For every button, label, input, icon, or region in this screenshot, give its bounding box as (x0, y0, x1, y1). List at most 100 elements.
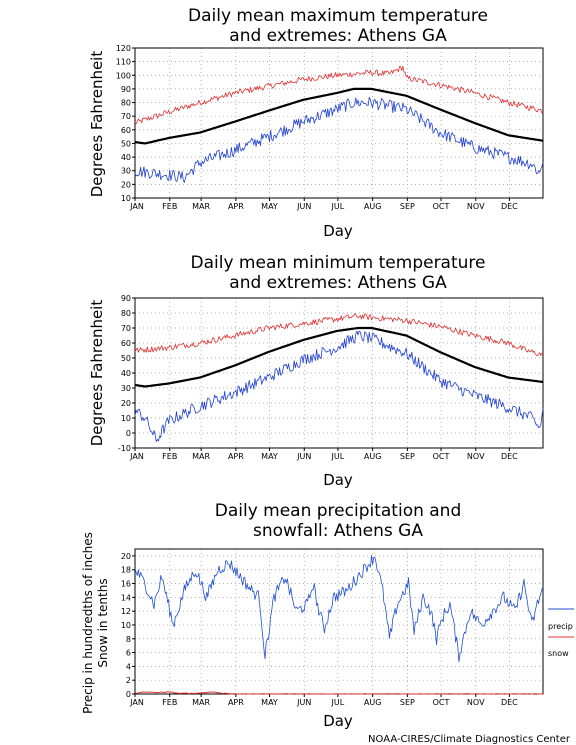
plot-area: 0 2 4 6 8 10 12 14 16 18 20 JAN FEB MAR APR MAY JUN JUL AU… (121, 548, 544, 707)
y-tick-label: 10 (121, 414, 131, 423)
chart-title-line-2: and extremes: Athens GA (229, 26, 447, 46)
chart-title-line-1: Daily mean precipitation and (215, 501, 462, 521)
x-tick-label: JAN (129, 202, 144, 211)
x-tick-label: AUG (364, 202, 382, 211)
y-tick-label: 10 (121, 621, 131, 630)
y-tick-label: 30 (121, 384, 131, 393)
plot-area: 10 20 30 40 50 60 70 80 90 100 110 120 JAN FEB MAR APR M… (116, 44, 544, 211)
x-tick-label: SEP (400, 202, 415, 211)
x-tick-label: APR (228, 452, 244, 461)
x-tick-label: NOV (467, 202, 485, 211)
chart-title-line-1: Daily mean maximum temperature (188, 6, 488, 26)
y-tick-label: 20 (121, 180, 131, 189)
x-tick-label: OCT (433, 698, 450, 707)
x-axis-title: Day (323, 712, 353, 730)
series-line-mean (134, 87, 544, 145)
x-tick-label: MAR (192, 698, 210, 707)
x-tick-label: DEC (501, 202, 518, 211)
y-tick-label: 40 (121, 369, 131, 378)
x-tick-label: AUG (364, 698, 382, 707)
y-tick-label: 60 (121, 339, 131, 348)
y-tick-label: 90 (121, 85, 131, 94)
x-axis-title: Day (323, 222, 353, 240)
x-tick-label: SEP (400, 698, 415, 707)
x-tick-label: JUN (296, 202, 311, 211)
x-tick-label: MAR (192, 202, 210, 211)
x-tick-label: OCT (433, 202, 450, 211)
y-tick-label: 100 (116, 71, 131, 80)
x-tick-label: MAY (261, 698, 278, 707)
y-tick-label: 14 (121, 593, 131, 602)
x-tick-label: JUN (296, 698, 311, 707)
x-tick-label: JAN (129, 452, 144, 461)
chart-title-line-2: snowfall: Athens GA (253, 521, 423, 541)
x-tick-label: NOV (467, 452, 485, 461)
y-tick-label: 70 (121, 112, 131, 121)
y-tick-label: 30 (121, 167, 131, 176)
x-tick-label: JUL (331, 202, 345, 211)
y-axis-title-line-2: Snow in tenths (96, 578, 110, 667)
y-tick-label: 2 (126, 676, 131, 685)
credit-text: NOAA-CIRES/Climate Diagnostics Center (368, 734, 571, 745)
x-tick-label: JUL (331, 698, 345, 707)
x-tick-label: OCT (433, 452, 450, 461)
chart-precipitation: Daily mean precipitation and snowfall: A… (81, 501, 574, 730)
chart-title-line-2: and extremes: Athens GA (229, 273, 447, 293)
series-line-min-extreme (134, 330, 544, 443)
plot-area: -10 0 10 20 30 40 50 60 70 80 90 JAN FEB MAR APR MAY JUN… (118, 294, 544, 461)
y-tick-label: 20 (121, 552, 131, 561)
x-tick-label: MAR (192, 452, 210, 461)
legend-label-precip: precip (548, 622, 573, 631)
x-axis-title: Day (323, 471, 353, 489)
series-line-min-extreme (134, 96, 544, 183)
x-tick-label: DEC (501, 698, 518, 707)
x-tick-label: FEB (162, 202, 177, 211)
y-tick-label: 110 (116, 58, 131, 67)
y-tick-label: 80 (121, 99, 131, 108)
chart-title-line-1: Daily mean minimum temperature (191, 253, 486, 273)
y-tick-label: 8 (126, 635, 131, 644)
y-tick-label: 50 (121, 139, 131, 148)
x-tick-label: NOV (467, 698, 485, 707)
y-axis-title: Degrees Fahrenheit (88, 300, 106, 447)
x-tick-label: JUN (296, 452, 311, 461)
y-tick-label: 50 (121, 354, 131, 363)
x-tick-label: MAY (261, 452, 278, 461)
x-tick-label: AUG (364, 452, 382, 461)
x-tick-label: FEB (162, 452, 177, 461)
legend-label-snow: snow (548, 649, 569, 658)
x-tick-label: FEB (162, 698, 177, 707)
y-tick-label: 4 (126, 662, 131, 671)
y-tick-label: 18 (121, 566, 131, 575)
y-tick-label: 20 (121, 399, 131, 408)
chart-max-temperature: Daily mean maximum temperature and extre… (88, 6, 544, 240)
x-tick-label: JAN (129, 698, 144, 707)
series-line-max-extreme (134, 65, 544, 125)
y-tick-label: 80 (121, 309, 131, 318)
plot-frame (134, 47, 544, 199)
y-tick-label: 120 (116, 44, 131, 53)
y-tick-label: 60 (121, 126, 131, 135)
x-tick-label: SEP (400, 452, 415, 461)
y-tick-label: 6 (126, 649, 131, 658)
x-tick-label: JUL (331, 452, 345, 461)
plot-frame (134, 548, 544, 695)
x-tick-label: DEC (501, 452, 518, 461)
legend: precip snow (548, 608, 574, 658)
x-tick-label: MAY (261, 202, 278, 211)
y-tick-label: 0 (126, 429, 131, 438)
y-tick-label: 70 (121, 324, 131, 333)
y-axis-title-line-1: Precip in hundredths of inches (81, 532, 95, 714)
series-line-mean (134, 326, 544, 388)
chart-min-temperature: Daily mean minimum temperature and extre… (88, 253, 544, 489)
x-tick-label: APR (228, 698, 244, 707)
y-axis-title: Degrees Fahrenheit (88, 51, 106, 198)
series-line-precip (134, 555, 544, 663)
y-tick-label: -10 (118, 444, 131, 453)
x-tick-label: APR (228, 202, 244, 211)
y-tick-label: 12 (121, 607, 131, 616)
y-tick-label: 16 (121, 580, 131, 589)
y-tick-label: 10 (121, 194, 131, 203)
y-tick-label: 90 (121, 294, 131, 303)
